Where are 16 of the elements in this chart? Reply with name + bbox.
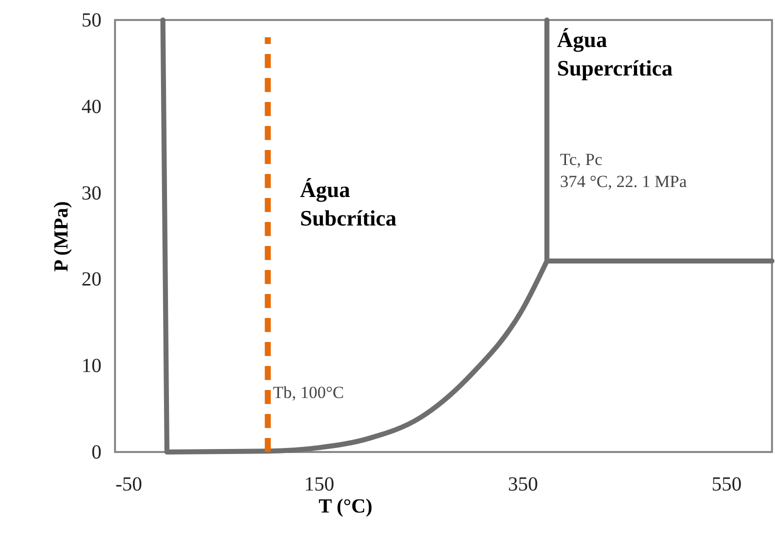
annotation: Água Subcrítica [300,177,397,231]
y-tick-label: 0 [92,442,102,464]
y-tick-label: 30 [82,182,102,204]
annotation: Água Supercrítica [557,27,673,81]
x-tick-label: -50 [116,474,142,496]
y-tick-label: 10 [82,355,102,378]
y-axis-title: P (MPa) [50,201,72,272]
annotation: Tb, 100°C [273,383,344,402]
annotation: Tc, Pc 374 °C, 22. 1 MPa [560,150,688,192]
x-tick-label: 150 [304,474,334,496]
y-tick-label: 40 [82,96,102,118]
x-axis-title: T (°C) [318,496,372,518]
y-tick-label: 50 [82,10,102,32]
x-tick-label: 550 [712,474,742,496]
y-tick-label: 20 [82,268,102,291]
x-tick-label: 350 [508,474,538,496]
